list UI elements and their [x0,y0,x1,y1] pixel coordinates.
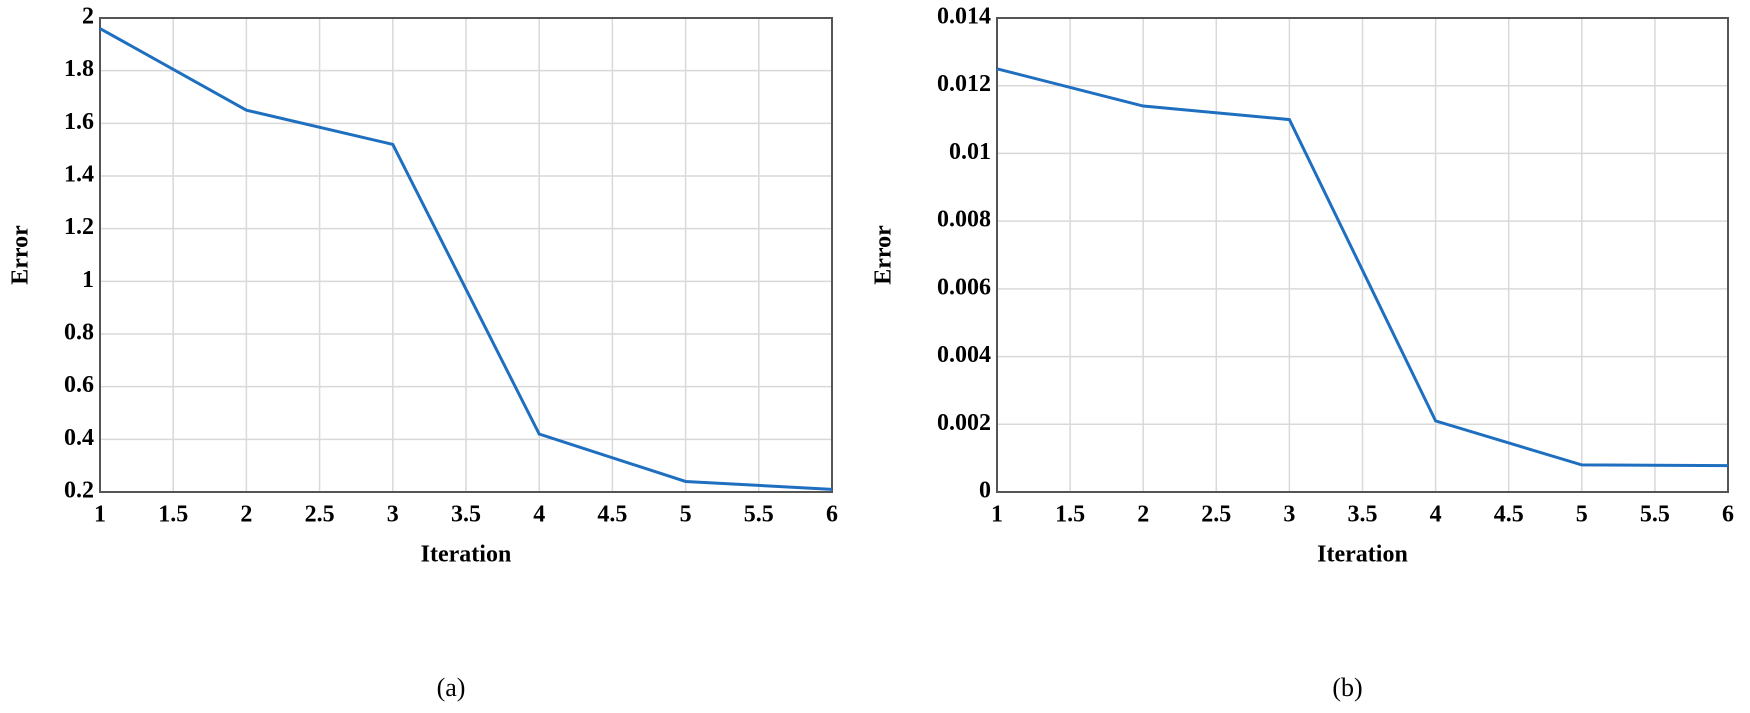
x-tick-label: 6 [1722,502,1734,528]
x-tick-label: 6 [826,502,838,528]
chart: 1 1.5 2 2.5 3 3.5 4 4.5 5 5.5 6 0 0.002 0.004 0.006 0.0… [871,4,1735,702]
x-tick-label: 2.5 [1201,502,1231,528]
x-tick-label: 1 [991,502,1003,528]
x-tick-label: 2.5 [305,502,335,528]
y-tick-label: 0.012 [937,71,991,97]
x-tick-label: 3 [1283,502,1295,528]
y-tick-label: 0.4 [64,425,94,451]
x-axis-title: Iteration [1317,542,1408,568]
x-tick-label: 2 [240,502,252,528]
x-tick-label: 4 [1430,502,1442,528]
y-tick-label: 1.4 [64,162,94,188]
y-tick-label: 0.006 [937,274,991,300]
plot-frame [99,17,833,493]
x-tick-label: 1 [94,502,106,528]
y-axis-title: Error [8,225,34,285]
y-tick-label: 2 [82,4,94,30]
x-tick-label: 5 [1576,502,1588,528]
y-tick-label: 0.6 [64,372,94,398]
x-tick-label: 2 [1137,502,1149,528]
y-axis-title: Error [871,225,897,285]
x-tick-label: 1.5 [1055,502,1085,528]
x-tick-label: 3.5 [451,502,481,528]
y-tick-label: 0.014 [937,4,991,30]
x-tick-label: 4.5 [1494,502,1524,528]
x-tick-label: 5.5 [744,502,774,528]
y-tick-label: 1.6 [64,109,94,135]
y-tick-label: 1.8 [64,56,94,82]
x-tick-label: 1.5 [158,502,188,528]
caption: (b) [1332,673,1362,702]
caption: (a) [437,673,466,702]
chart: 1 1.5 2 2.5 3 3.5 4 4.5 5 5.5 6 0.2 0.4 0.6 0.8 1 1.2 1.4… [8,4,839,702]
y-tick-label: 0.008 [937,207,991,233]
y-tick-label: 0.004 [937,342,991,368]
x-tick-label: 5 [680,502,692,528]
y-tick-label: 0.2 [64,478,94,504]
x-tick-label: 3.5 [1348,502,1378,528]
x-tick-label: 3 [387,502,399,528]
plot-frame [996,17,1729,493]
y-tick-label: 1.2 [64,214,94,240]
y-tick-label: 0 [979,478,991,504]
x-tick-label: 5.5 [1640,502,1670,528]
y-tick-label: 0.01 [949,139,991,165]
x-tick-label: 4.5 [597,502,627,528]
y-tick-label: 0.002 [937,410,991,436]
y-tick-label: 1 [82,267,94,293]
x-tick-label: 4 [533,502,545,528]
y-tick-label: 0.8 [64,320,94,346]
line-series [996,67,1729,468]
x-axis-title: Iteration [421,542,512,568]
line-series [99,27,833,491]
